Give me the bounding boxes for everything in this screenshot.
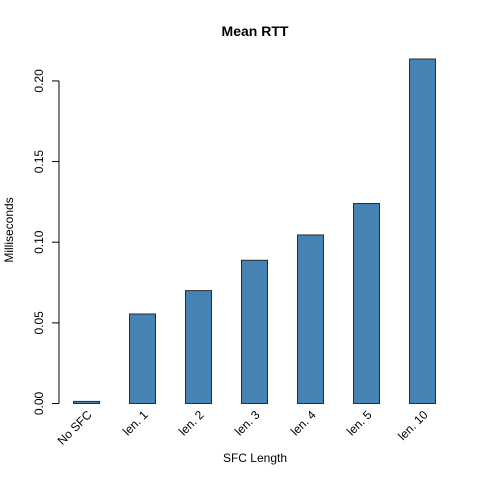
x-tick-label: len. 10 [395, 407, 431, 443]
x-tick-label: len. 2 [176, 407, 207, 438]
bar-len-5 [353, 203, 380, 404]
y-tick-label: 0.10 [32, 230, 46, 254]
bar-len-3 [241, 259, 268, 404]
y-axis-label: Milliseconds [2, 197, 16, 262]
y-tick-label: 0.00 [32, 391, 46, 415]
y-tick-label: 0.05 [32, 311, 46, 335]
x-tick-label: len. 3 [232, 407, 263, 438]
chart-title: Mean RTT [222, 23, 289, 39]
bar-len-1 [129, 313, 156, 405]
y-axis: 0.00 0.05 0.10 0.15 0.20 [32, 69, 60, 415]
y-tick-label: 0.15 [32, 150, 46, 174]
bar-len-10 [409, 58, 436, 404]
bar-len-2 [185, 290, 212, 404]
bar-no-sfc [73, 400, 100, 404]
bar-len-4 [297, 234, 324, 404]
bars [73, 58, 436, 405]
x-tick-label: len. 4 [288, 407, 319, 438]
x-tick-label: len. 1 [120, 407, 151, 438]
x-tick-label: No SFC [55, 407, 95, 447]
x-axis-label: SFC Length [223, 451, 287, 465]
x-tick-label: len. 5 [344, 407, 375, 438]
y-tick-label: 0.20 [32, 69, 46, 93]
x-tick-labels: No SFC len. 1 len. 2 len. 3 len. 4 len. 5 len.… [55, 407, 431, 447]
